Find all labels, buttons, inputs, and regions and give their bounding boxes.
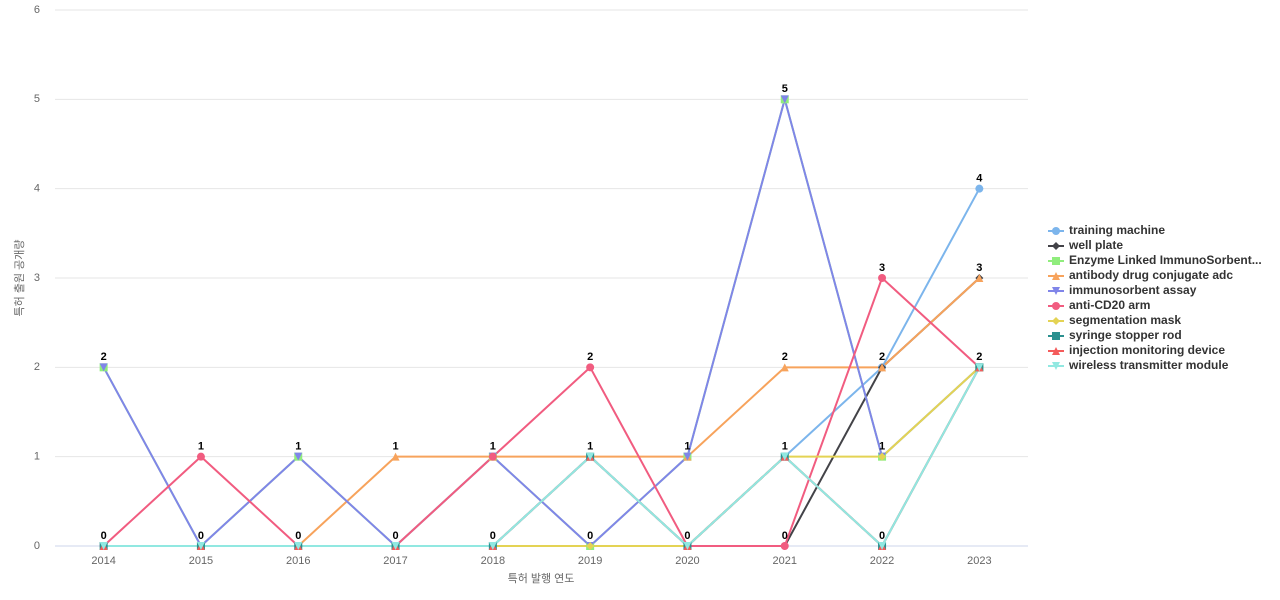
legend-label: injection monitoring device	[1069, 343, 1225, 357]
x-tick-label: 2021	[773, 555, 797, 567]
marker	[780, 363, 789, 372]
marker	[1052, 227, 1060, 235]
series-line	[102, 95, 981, 548]
legend-label: anti-CD20 arm	[1069, 298, 1150, 312]
x-tick-label: 2023	[967, 555, 991, 567]
legend-label: immunosorbent assay	[1069, 283, 1197, 297]
series-group	[99, 95, 984, 550]
marker	[975, 274, 984, 282]
marker	[488, 542, 497, 550]
series-line	[102, 95, 981, 548]
data-label: 0	[392, 530, 398, 542]
marker	[1052, 332, 1060, 340]
marker	[99, 363, 108, 372]
x-tick-label: 2016	[286, 555, 310, 567]
data-label: 0	[101, 530, 107, 542]
x-tick-label: 2018	[481, 555, 505, 567]
marker	[1052, 362, 1060, 370]
data-label: 2	[879, 351, 885, 363]
marker	[196, 452, 205, 461]
y-tick-label: 3	[34, 272, 40, 284]
x-axis-title: 특허 발행 연도	[508, 572, 575, 585]
data-label: 0	[490, 530, 496, 542]
marker	[1052, 272, 1060, 280]
data-label: 2	[782, 351, 788, 363]
marker	[780, 542, 789, 550]
marker	[99, 542, 108, 550]
x-tick-label: 2019	[578, 555, 602, 567]
data-label: 0	[295, 530, 301, 542]
x-tick-label: 2022	[870, 555, 894, 567]
marker	[1052, 302, 1060, 310]
marker	[391, 542, 400, 550]
legend-label: syringe stopper rod	[1069, 328, 1182, 342]
x-tick-label: 2020	[675, 555, 699, 567]
legend-label: training machine	[1069, 223, 1165, 237]
marker	[1052, 317, 1060, 325]
marker	[975, 363, 984, 372]
data-label: 1	[684, 441, 690, 453]
series-line	[102, 276, 981, 547]
marker	[488, 452, 497, 461]
y-tick-label: 6	[34, 4, 40, 16]
marker	[391, 452, 400, 461]
y-tick-label: 4	[34, 183, 40, 195]
y-tick-label: 2	[34, 361, 40, 373]
data-label: 0	[782, 530, 788, 542]
data-label: 3	[879, 262, 885, 274]
marker	[1052, 257, 1060, 265]
data-label: 4	[976, 173, 983, 185]
y-axis-title: 특허 출원 공개량	[13, 240, 26, 317]
marker	[878, 363, 887, 372]
marker	[878, 542, 887, 550]
legend-label: Enzyme Linked ImmunoSorbent...	[1069, 253, 1262, 267]
data-label: 2	[101, 351, 107, 363]
data-label: 0	[684, 530, 690, 542]
data-label: 0	[879, 530, 885, 542]
data-label: 1	[879, 441, 885, 453]
marker	[975, 184, 984, 193]
x-tick-label: 2014	[91, 555, 115, 567]
marker	[780, 452, 789, 461]
legend-label: antibody drug conjugate adc	[1069, 268, 1233, 282]
legend-label: wireless transmitter module	[1068, 358, 1229, 372]
marker	[878, 274, 887, 282]
y-tick-label: 0	[34, 540, 40, 552]
marker	[683, 452, 692, 461]
marker	[1052, 242, 1060, 250]
data-label: 5	[782, 83, 788, 95]
marker	[196, 542, 205, 550]
y-tick-label: 1	[34, 451, 40, 463]
marker	[586, 452, 595, 461]
data-label: 0	[198, 530, 204, 542]
data-label: 1	[392, 441, 398, 453]
marker	[586, 542, 595, 550]
marker	[294, 542, 303, 550]
data-label: 0	[587, 530, 593, 542]
legend-label: well plate	[1068, 238, 1123, 252]
data-label: 2	[976, 351, 982, 363]
marker	[878, 452, 887, 461]
marker	[1052, 347, 1060, 355]
x-tick-label: 2015	[189, 555, 213, 567]
data-label: 1	[198, 441, 204, 453]
marker	[294, 452, 303, 461]
marker	[586, 363, 595, 372]
data-label: 1	[587, 441, 593, 453]
data-label: 1	[295, 441, 301, 453]
x-tick-label: 2017	[383, 555, 407, 567]
marker	[683, 542, 692, 550]
data-label: 1	[782, 441, 788, 453]
marker	[780, 95, 789, 104]
marker	[1052, 287, 1060, 295]
data-label: 3	[976, 262, 982, 274]
data-label: 1	[490, 441, 496, 453]
series-line	[103, 366, 981, 548]
y-tick-label: 5	[34, 93, 40, 105]
data-label: 2	[587, 351, 593, 363]
legend-label: segmentation mask	[1069, 313, 1181, 327]
